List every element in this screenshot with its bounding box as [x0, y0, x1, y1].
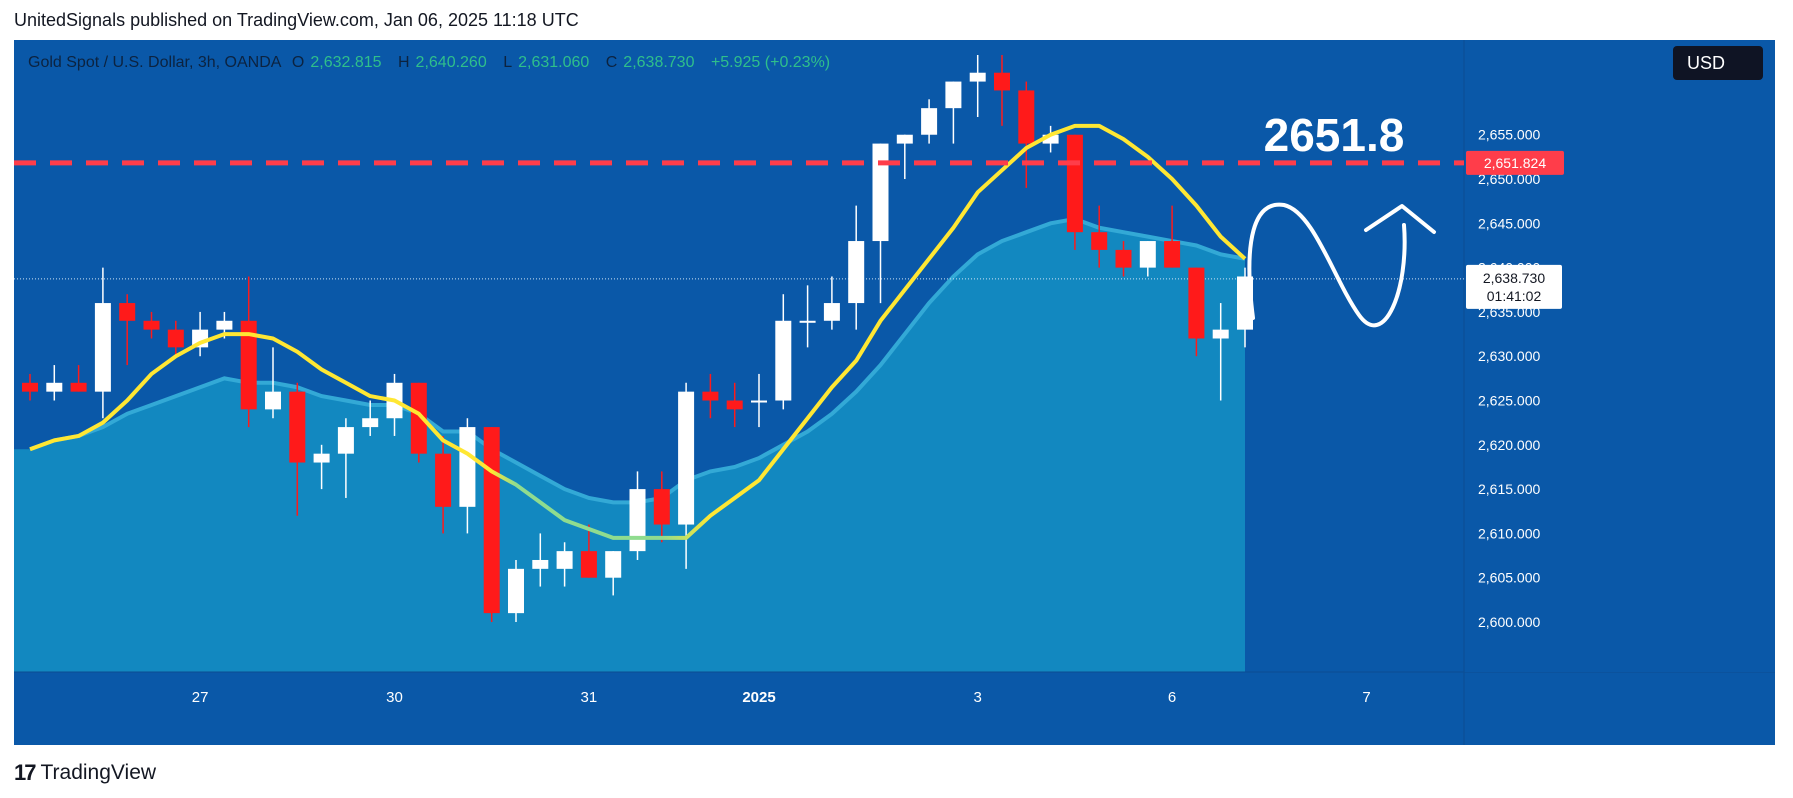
close-value: 2,638.730	[623, 54, 695, 71]
candle-body	[1212, 329, 1229, 339]
price-tick-label: 2,605.000	[1478, 570, 1540, 586]
publish-caption: UnitedSignals published on TradingView.c…	[14, 10, 579, 30]
close-label: C	[605, 54, 618, 71]
candle-body	[532, 559, 549, 569]
candle-body	[872, 143, 889, 242]
candle-body	[1164, 241, 1181, 268]
low-value: 2,631.060	[518, 54, 590, 71]
time-tick-label: 6	[1168, 689, 1176, 706]
time-tick-label: 30	[386, 689, 403, 706]
price-tick-label: 2,655.000	[1478, 127, 1540, 143]
candle-body	[46, 382, 63, 392]
candle-body	[580, 551, 597, 578]
candle-body	[289, 391, 306, 463]
candle-body	[483, 427, 500, 614]
symbol-legend: Gold Spot / U.S. Dollar, 3h, OANDA O 2,63…	[28, 54, 836, 72]
open-label: O	[291, 54, 305, 71]
candle-body	[605, 551, 622, 578]
tradingview-mark-icon: 17	[14, 760, 37, 785]
open-value: 2,632.815	[310, 54, 382, 71]
candle-body	[22, 382, 38, 392]
candle-body	[167, 329, 184, 348]
candle-body	[823, 303, 840, 321]
candle-body	[216, 320, 233, 330]
price-tick-label: 2,600.000	[1478, 614, 1540, 630]
target-price-tag: 2,651.824	[1466, 150, 1564, 175]
high-value: 2,640.260	[415, 54, 487, 71]
chart-panel[interactable]: 2,600.000 2,605.000 2,610.000 2,615.000 2,62…	[14, 40, 1775, 745]
last-price-tag-bg	[1466, 264, 1562, 309]
candle-body	[119, 303, 136, 321]
candle-body	[508, 568, 524, 614]
currency-button[interactable]: USD	[1673, 46, 1763, 80]
countdown-text: 01:41:02	[1487, 288, 1542, 304]
candle-body	[143, 320, 160, 330]
candle-body	[775, 320, 792, 401]
price-tick-label: 2,650.000	[1478, 171, 1540, 187]
target-price-tag-text: 2,651.824	[1484, 155, 1546, 171]
time-tick-label: 2025	[742, 689, 775, 706]
time-tick-label: 7	[1362, 689, 1370, 706]
candle-body	[435, 453, 452, 507]
candle-body	[896, 134, 913, 144]
change-value: +5.925 (+0.23%)	[710, 54, 831, 71]
time-tick-label: 31	[581, 689, 598, 706]
candle-body	[653, 489, 670, 525]
candle-body	[921, 108, 938, 135]
candle-body	[240, 320, 257, 410]
candle-body	[969, 72, 986, 82]
candle-body	[1018, 90, 1035, 144]
time-axis-strip	[14, 672, 1775, 745]
last-price-tag: 2,638.730 01:41:02	[1466, 264, 1562, 309]
candle-body	[94, 303, 111, 392]
price-tick-label: 2,645.000	[1478, 215, 1540, 231]
tradingview-logo[interactable]: 17 TradingView	[14, 760, 156, 786]
tradingview-brand: TradingView	[40, 761, 157, 784]
candle-body	[848, 241, 865, 304]
candle-body	[265, 391, 281, 410]
price-tick-label: 2,630.000	[1478, 348, 1540, 364]
high-label: H	[397, 54, 410, 71]
candle-body	[799, 320, 816, 323]
candle-body	[459, 427, 476, 507]
candle-body	[1139, 241, 1156, 268]
last-price-tag-text: 2,638.730	[1483, 270, 1545, 286]
price-tick-label: 2,625.000	[1478, 393, 1540, 409]
price-axis-strip	[1464, 40, 1775, 672]
projection-curve	[1247, 202, 1407, 328]
candle-body	[1042, 134, 1059, 144]
price-tick-label: 2,615.000	[1478, 481, 1540, 497]
candle-body	[556, 551, 573, 569]
candle-body	[629, 489, 646, 552]
candle-body	[337, 427, 354, 454]
candle-body	[1091, 232, 1108, 250]
candle-body	[1066, 134, 1083, 233]
candle-body	[70, 382, 87, 392]
time-tick-label: 3	[974, 689, 982, 706]
candle-body	[702, 391, 719, 401]
candle-body	[1115, 249, 1132, 268]
low-label: L	[503, 54, 513, 71]
candle-body	[362, 418, 379, 428]
projection-arrowhead-icon	[1364, 204, 1436, 234]
area-fill	[14, 218, 1245, 672]
candle-body	[994, 72, 1010, 91]
candle-body	[751, 400, 767, 403]
target-value-label: 2651.8	[1264, 109, 1405, 161]
candle-body	[410, 382, 427, 454]
candle-body	[678, 391, 695, 525]
candle-body	[313, 453, 330, 463]
price-tick-label: 2,610.000	[1478, 525, 1540, 541]
candle-body	[945, 81, 962, 109]
symbol-name: Gold Spot / U.S. Dollar, 3h, OANDA	[28, 54, 282, 71]
price-chart[interactable]: 2,600.000 2,605.000 2,610.000 2,615.000 2,62…	[14, 40, 1775, 745]
time-tick-label: 27	[192, 689, 209, 706]
candle-body	[1188, 267, 1205, 339]
target-price-tag-bg	[1466, 150, 1564, 175]
price-tick-label: 2,620.000	[1478, 437, 1540, 453]
candle-body	[726, 400, 743, 410]
fast-ema-line	[29, 123, 1247, 540]
